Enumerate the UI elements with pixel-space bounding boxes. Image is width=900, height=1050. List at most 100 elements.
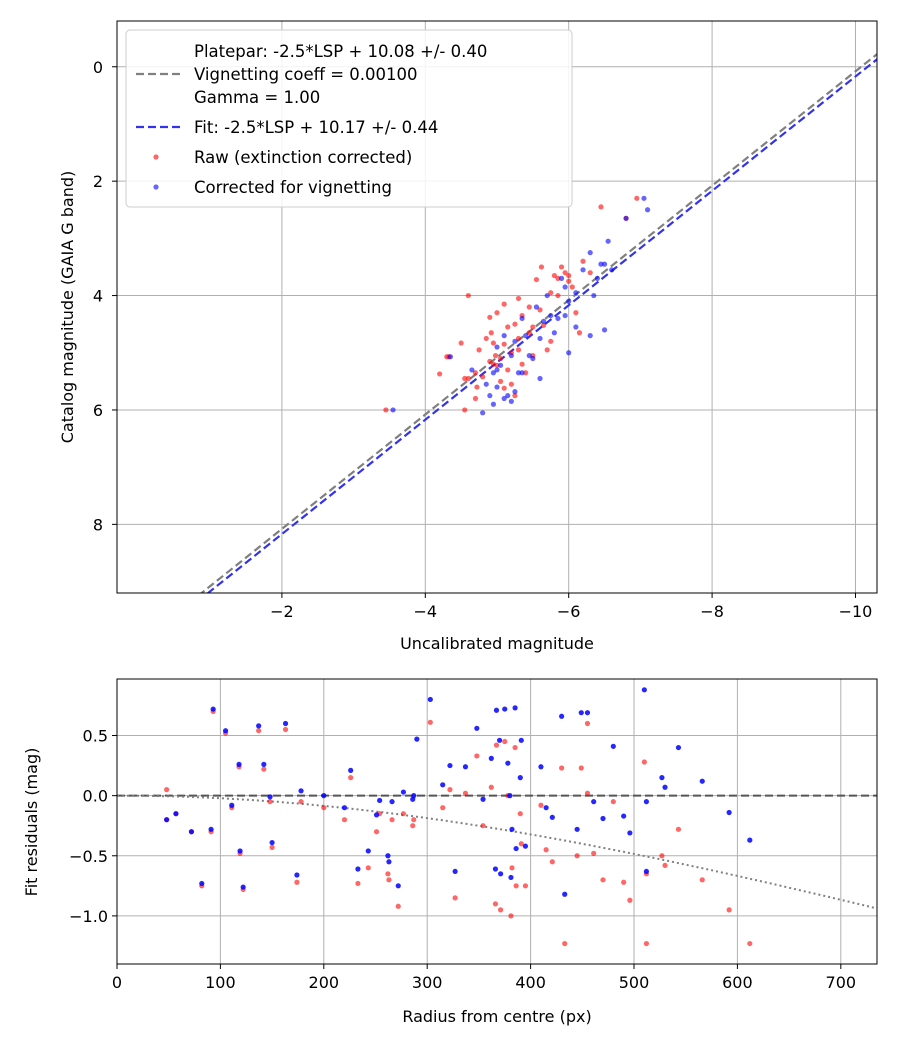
bottom-corrected-point [222, 728, 229, 734]
top-raw-point [526, 304, 532, 310]
top-scatter-points [383, 195, 651, 416]
bottom-raw-point [261, 766, 267, 772]
top-corrected-point [519, 315, 525, 322]
top-fit-line [206, 57, 877, 593]
bottom-raw-point [508, 913, 514, 919]
top-corrected-point [483, 381, 489, 387]
top-raw-point [515, 347, 522, 353]
bottom-raw-point [269, 844, 275, 850]
bottom-raw-point [321, 805, 327, 811]
top-raw-point [492, 353, 499, 359]
bottom-raw-point [562, 940, 568, 947]
bottom-raw-point [440, 805, 446, 811]
legend-corrected-marker [153, 184, 159, 190]
top-corrected-point [505, 393, 511, 399]
top-corrected-point [587, 250, 593, 256]
bottom-raw-point [643, 940, 650, 947]
bottom-corrected-point [386, 859, 392, 865]
top-corrected-point [515, 370, 522, 376]
bottom-raw-point [294, 879, 300, 885]
top-corrected-point [480, 410, 486, 416]
top-platepar-line [199, 52, 877, 593]
bottom-raw-point [474, 753, 480, 759]
legend-raw: Raw (extinction corrected) [194, 148, 412, 167]
bottom-raw-point [298, 799, 304, 805]
bottom-xtick-label: 100 [205, 973, 236, 992]
bottom-raw-point [543, 847, 549, 853]
top-raw-point [566, 278, 572, 284]
top-corrected-point [573, 324, 579, 330]
bottom-raw-point [726, 907, 732, 913]
bottom-scatter-points [164, 687, 753, 947]
top-corrected-point [469, 367, 475, 373]
top-raw-point [465, 375, 471, 382]
top-raw-point [523, 370, 529, 376]
top-corrected-point [587, 333, 593, 339]
bottom-raw-point [502, 738, 508, 745]
top-raw-point [465, 292, 471, 299]
bottom-corrected-point [502, 706, 508, 712]
top-corrected-point [519, 370, 525, 376]
bottom-xtick-label: 300 [412, 973, 443, 992]
bottom-xtick-label: 200 [309, 973, 340, 992]
top-corrected-point [566, 298, 572, 304]
top-raw-point [487, 358, 493, 364]
bottom-corrected-point [229, 802, 235, 808]
top-raw-point [474, 384, 480, 390]
top-raw-point [472, 370, 479, 376]
bottom-raw-point [518, 841, 524, 847]
bottom-corrected-point [237, 848, 243, 854]
bottom-corrected-point [199, 880, 205, 887]
legend-raw-marker [153, 154, 159, 160]
top-raw-point [555, 275, 561, 281]
top-corrected-point [623, 215, 629, 221]
legend-box [125, 29, 573, 208]
bottom-ytick-label: 0.5 [83, 727, 108, 746]
top-corrected-point [548, 312, 554, 319]
top-raw-point [576, 330, 583, 336]
top-ytick-label: 8 [93, 515, 103, 534]
top-raw-point [505, 367, 511, 373]
top-corrected-point [558, 275, 565, 281]
top-corrected-point [512, 338, 518, 344]
top-corrected-point [566, 350, 572, 356]
top-ytick-label: 4 [93, 287, 103, 306]
bottom-corrected-point [518, 737, 524, 743]
top-raw-point [497, 355, 504, 362]
bottom-corrected-point [208, 826, 214, 832]
top-raw-point [515, 335, 522, 342]
bottom-raw-point [574, 853, 580, 859]
top-ytick-label: 0 [93, 58, 103, 77]
bottom-raw-point [395, 903, 401, 909]
bottom-corrected-point [462, 764, 469, 770]
top-raw-point [526, 330, 532, 336]
bottom-raw-point [584, 720, 591, 727]
top-raw-point [562, 270, 568, 276]
bottom-corrected-point [505, 760, 511, 766]
top-raw-point [548, 290, 554, 296]
top-raw-point [501, 385, 507, 391]
top-corrected-point [512, 389, 518, 395]
bottom-raw-point [662, 862, 668, 868]
top-raw-point [558, 264, 565, 270]
bottom-xtick-label: 700 [826, 973, 857, 992]
top-xtick-label: −6 [557, 602, 581, 621]
top-raw-point [587, 270, 593, 276]
bottom-corrected-point [508, 874, 514, 881]
top-corrected-point [562, 312, 568, 319]
top-corrected-point [641, 195, 647, 201]
bottom-corrected-point [627, 830, 633, 836]
top-corrected-point [494, 367, 500, 373]
bottom-xlabel: Radius from centre (px) [402, 1007, 591, 1026]
bottom-raw-point [341, 817, 348, 823]
bottom-corrected-point [389, 799, 395, 805]
top-corrected-point [537, 375, 543, 382]
bottom-corrected-point [164, 817, 170, 823]
top-raw-point [598, 204, 604, 210]
top-raw-point [580, 258, 586, 264]
bottom-corrected-point [643, 799, 650, 805]
top-raw-point [497, 378, 504, 384]
bottom-corrected-point [538, 764, 544, 770]
bottom-corrected-point [395, 883, 401, 889]
bottom-corrected-point [513, 845, 519, 852]
